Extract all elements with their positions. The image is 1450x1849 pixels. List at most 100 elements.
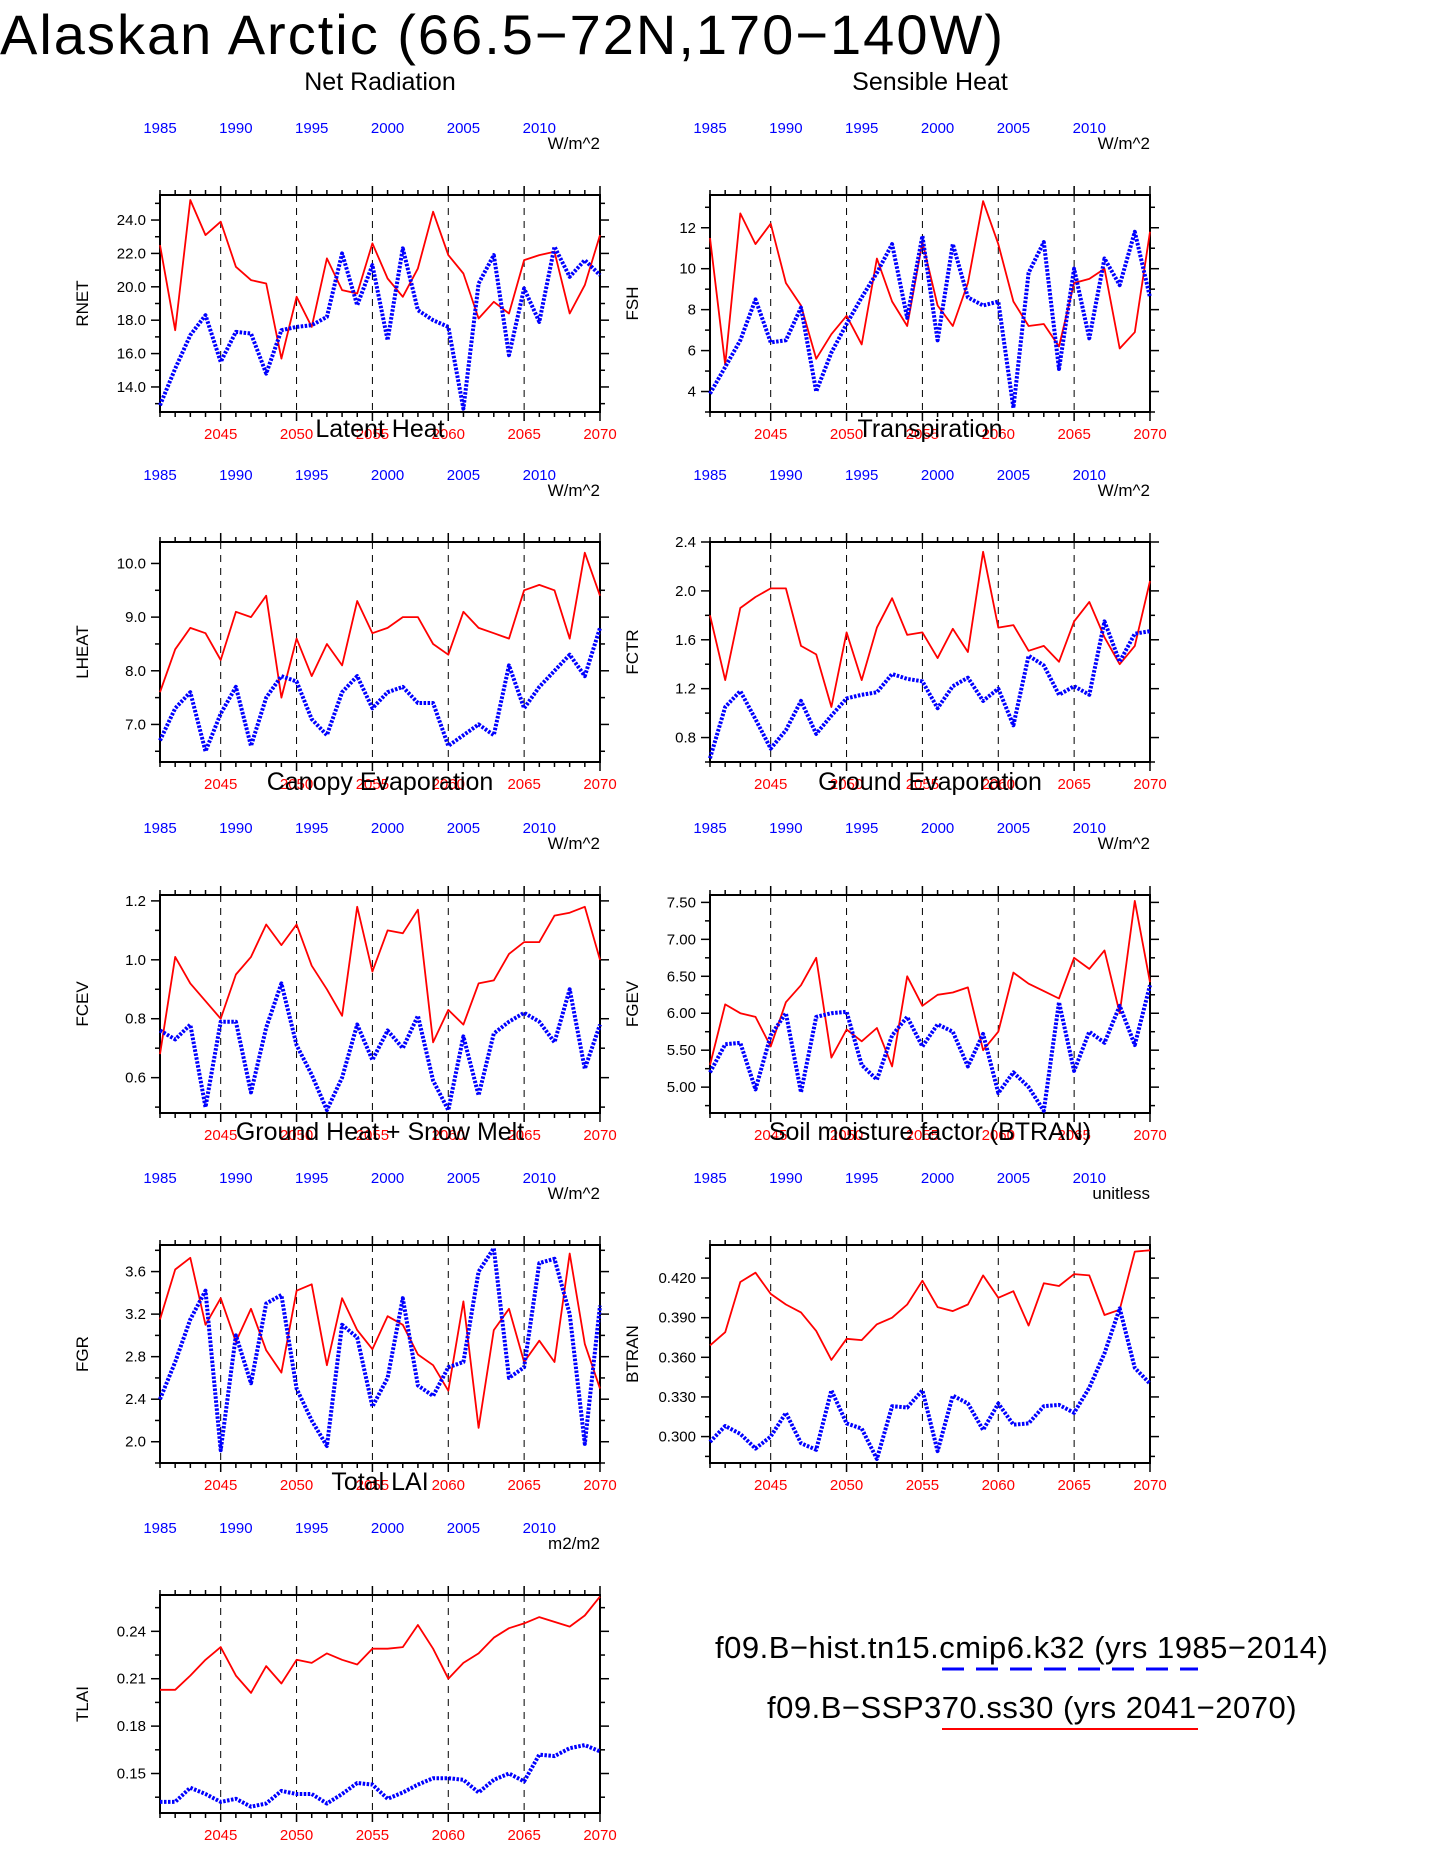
series-line-hist [160,1743,601,1809]
x-tick-label: 2055 [356,1477,389,1494]
x-top-tick-label: 2005 [447,1170,480,1187]
units-label: m2/m2 [548,1534,600,1553]
x-tick-label: 2060 [982,1127,1015,1144]
units-label: W/m^2 [1098,481,1150,500]
y-tick-label: 6.00 [667,1005,696,1022]
y-tick-label: 0.8 [675,730,696,747]
y-tick-label: 0.15 [117,1766,146,1783]
x-tick-label: 2065 [1057,776,1090,793]
x-top-tick-label: 1985 [143,820,176,837]
plot-frame [709,894,1151,1114]
y-axis-label: LHEAT [73,625,92,679]
x-top-tick-label: 1985 [693,1170,726,1187]
x-tick-label: 2050 [830,776,863,793]
x-top-tick-label: 2000 [371,1170,404,1187]
chart-title: Ground Heat + Snow Melt [236,1118,524,1146]
chart-panel-fctr: Transpiration W/m^2 2045 2050 2055 2060 2065 20… [623,415,1167,793]
y-tick-label: 16.0 [117,346,146,363]
series-line-hist [158,627,602,754]
y-tick-label: 18.0 [117,312,146,329]
x-tick-label: 2060 [982,1477,1015,1494]
plot-frame [709,194,1151,413]
y-tick-label: 1.0 [125,952,146,969]
legend-hist-swatch [942,1667,1198,1671]
chart-panel-btran: Soil moisture factor (BTRAN) unitless 2045… [623,1118,1167,1494]
y-tick-label: 24.0 [117,212,146,229]
x-tick-label: 2070 [583,1127,616,1144]
series-line-future [159,551,601,699]
series-line-future [709,200,1151,366]
x-top-tick-label: 2000 [371,120,404,137]
x-top-tick-label: 1995 [845,467,878,484]
x-tick-label: 2050 [280,426,313,443]
y-tick-label: 5.00 [667,1079,696,1096]
series-line-future [709,1249,1151,1361]
plot-frame [159,1594,601,1814]
x-top-tick-label: 2005 [997,467,1030,484]
x-top-tick-label: 1990 [219,1170,252,1187]
x-tick-label: 2065 [1057,426,1090,443]
series-line-future [159,1252,601,1429]
y-tick-label: 0.360 [658,1349,696,1366]
x-tick-label: 2055 [356,426,389,443]
chart-panel-fsh: Sensible Heat W/m^2 2045 2050 2055 2060 2065 20… [623,68,1167,443]
x-tick-label: 2050 [280,1477,313,1494]
y-axis-label: FSH [623,287,642,321]
x-top-tick-label: 1990 [769,467,802,484]
x-tick-label: 2045 [754,776,787,793]
series-line-hist [708,229,1152,410]
y-tick-label: 10 [679,261,696,278]
series-line-hist [158,981,602,1113]
y-tick-label: 0.420 [658,1270,696,1287]
x-top-tick-label: 2005 [997,820,1030,837]
x-top-tick-label: 1990 [219,1520,252,1537]
x-tick-label: 2060 [982,426,1015,443]
chart-panel-rnet: Net Radiation W/m^2 2045 2050 2055 2060 2065 20… [73,68,617,443]
x-top-tick-label: 1995 [845,820,878,837]
x-tick-label: 2055 [356,776,389,793]
x-top-tick-label: 2010 [523,1520,556,1537]
y-tick-label: 0.390 [658,1310,696,1327]
x-top-tick-label: 2005 [997,120,1030,137]
x-top-tick-label: 2005 [447,467,480,484]
y-axis-label: TLAI [73,1686,92,1722]
y-tick-label: 1.6 [675,632,696,649]
units-label: W/m^2 [548,134,600,153]
x-top-tick-label: 2000 [921,120,954,137]
y-tick-label: 0.21 [117,1671,146,1688]
y-tick-label: 22.0 [117,245,146,262]
x-top-tick-label: 1995 [295,1170,328,1187]
series-line-hist [158,244,602,411]
x-tick-label: 2045 [204,1827,237,1844]
x-tick-label: 2045 [754,1477,787,1494]
y-tick-label: 0.330 [658,1389,696,1406]
y-tick-label: 2.0 [675,583,696,600]
x-tick-label: 2070 [1133,426,1166,443]
x-top-tick-label: 1985 [143,1520,176,1537]
x-top-tick-label: 2000 [921,820,954,837]
y-tick-label: 2.4 [125,1391,146,1408]
y-axis-label: FGEV [623,980,642,1027]
x-top-tick-label: 2010 [523,1170,556,1187]
x-tick-label: 2060 [432,776,465,793]
x-tick-label: 2050 [280,1127,313,1144]
x-tick-label: 2055 [906,1127,939,1144]
x-tick-label: 2060 [982,776,1015,793]
plot-frame [159,894,601,1114]
y-tick-label: 0.6 [125,1070,146,1087]
x-tick-label: 2070 [583,1827,616,1844]
x-tick-label: 2055 [356,1827,389,1844]
y-axis-label: FCEV [73,981,92,1027]
x-top-tick-label: 2000 [921,467,954,484]
x-tick-label: 2070 [1133,776,1166,793]
x-tick-label: 2055 [906,776,939,793]
chart-panel-tlai: Total LAI m2/m2 2045 2050 2055 2060 2065 2070 19… [73,1468,617,1844]
chart-title: Net Radiation [304,68,455,96]
x-tick-label: 2045 [204,1127,237,1144]
series-line-future [159,905,601,1055]
units-label: W/m^2 [548,1184,600,1203]
x-tick-label: 2065 [507,1477,540,1494]
x-tick-label: 2065 [1057,1127,1090,1144]
x-tick-label: 2060 [432,1127,465,1144]
